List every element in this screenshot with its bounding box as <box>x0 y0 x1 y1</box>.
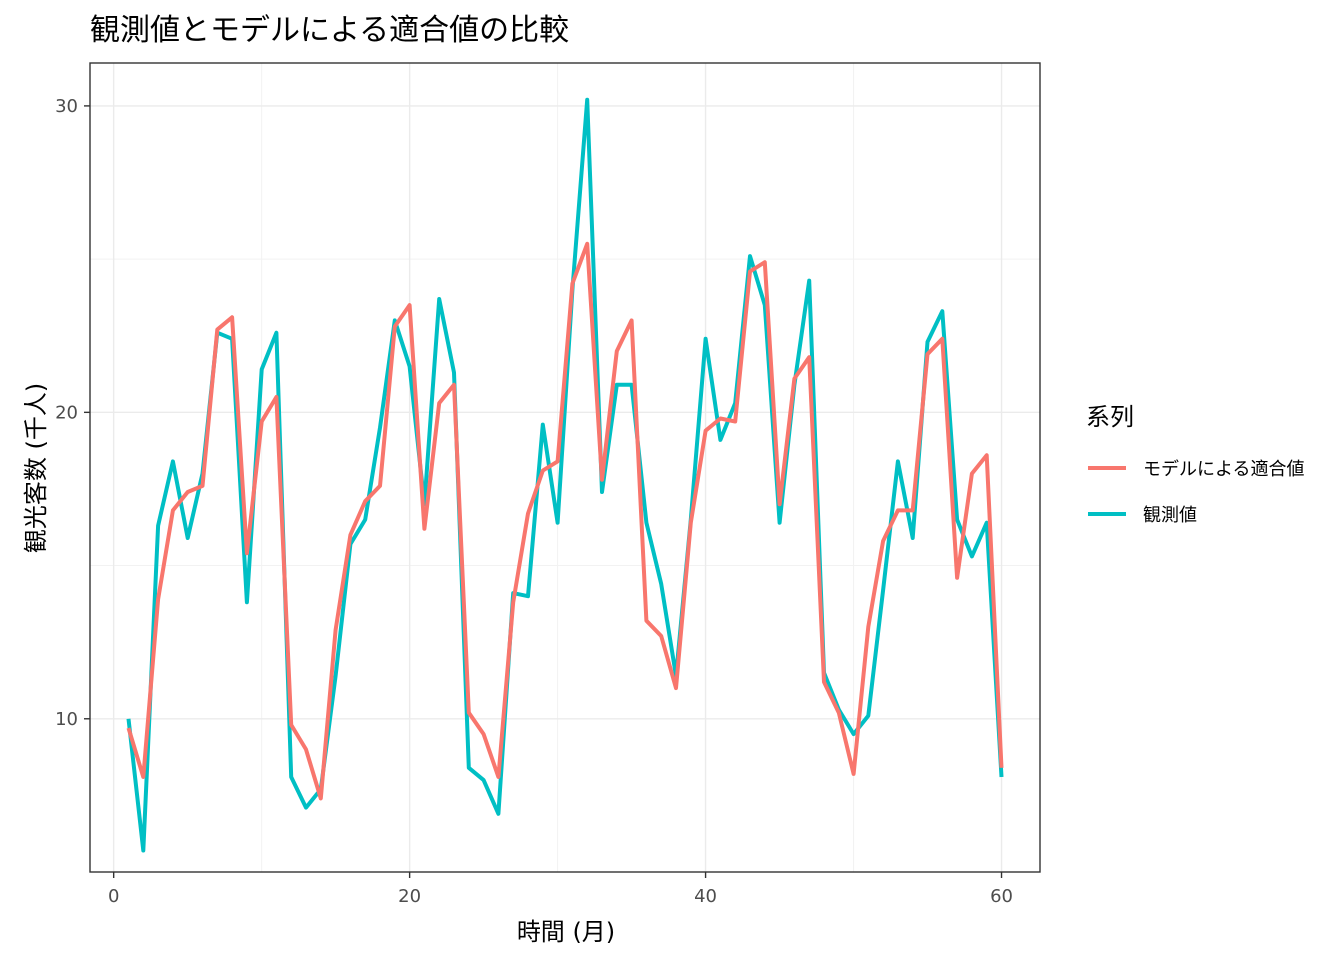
x-tick-label: 0 <box>108 886 119 907</box>
y-tick-label: 30 <box>55 96 78 117</box>
legend-title: 系列 <box>1086 403 1134 431</box>
legend-label: モデルによる適合値 <box>1143 459 1304 480</box>
x-axis-title: 時間 (月) <box>517 918 615 946</box>
axis-ticks: 0 20 40 60 10 20 30 <box>55 96 1013 907</box>
series-lines <box>126 97 1004 853</box>
series-line-fitted <box>126 241 1004 801</box>
x-tick-label: 20 <box>398 886 421 907</box>
panel-border <box>89 62 1041 873</box>
chart-title: 観測値とモデルによる適合値の比較 <box>90 13 569 48</box>
legend-label: 観測値 <box>1143 505 1197 526</box>
series-line-observed <box>126 97 1004 853</box>
y-tick-label: 10 <box>55 709 78 730</box>
x-tick-label: 60 <box>990 886 1013 907</box>
y-tick-label: 20 <box>55 402 78 423</box>
x-tick-label: 40 <box>694 886 717 907</box>
y-axis-title: 観光客数 (千人) <box>22 383 50 553</box>
